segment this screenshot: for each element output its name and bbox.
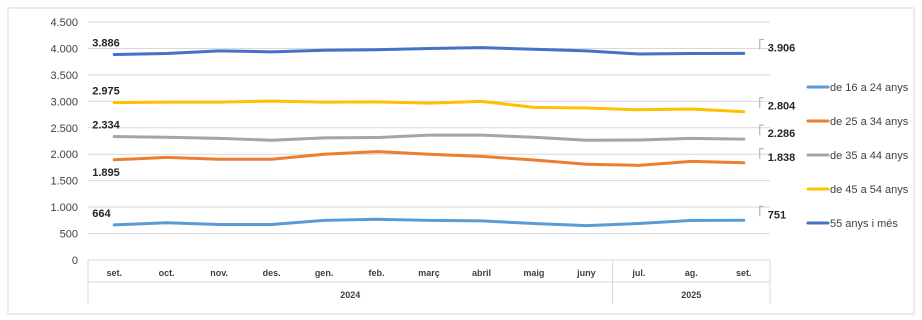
y-tick-label: 2.500 [50,123,78,135]
y-tick-label: 4.000 [50,43,78,55]
legend-label: de 35 a 44 anys [830,150,909,162]
chart-frame [7,7,915,315]
x-tick-label: oct. [159,268,175,278]
data-label-leader [759,148,764,159]
data-label-last: 751 [768,209,786,221]
data-label-last: 3.906 [768,42,796,54]
legend-label: 55 anys i més [830,218,898,230]
x-tick-label: ag. [685,268,698,278]
legend-label: de 45 a 54 anys [830,184,909,196]
series-line [112,99,746,114]
y-tick-label: 500 [60,229,78,241]
data-label-first: 3.886 [92,37,120,49]
data-label-first: 2.334 [92,120,120,132]
data-label-first: 664 [92,208,111,220]
x-tick-label: maig [523,268,544,278]
year-group-label: 2025 [681,290,701,300]
y-tick-label: 0 [72,255,78,267]
data-label-leader [759,97,764,108]
data-label-leader [759,124,764,136]
x-tick-label: abril [472,268,491,278]
year-group-label: 2024 [340,290,360,300]
data-label-last: 2.804 [768,101,796,113]
data-label-leader [759,205,764,217]
x-tick-label: nov. [210,268,228,278]
x-tick-label: març [418,268,440,278]
x-tick-label: set. [106,268,122,278]
series-line [112,133,746,142]
y-tick-label: 3.000 [50,96,78,108]
legend-label: de 25 a 34 anys [830,116,909,128]
y-tick-label: 4.500 [50,17,78,29]
x-tick-label: gen. [315,268,334,278]
x-tick-label: set. [736,268,752,278]
y-tick-label: 1.500 [50,176,78,188]
series-line [112,150,746,167]
series-line [112,217,746,228]
data-label-leader [759,38,764,50]
x-tick-label: jul. [631,268,645,278]
y-tick-label: 1.000 [50,202,78,214]
series-line [112,46,746,56]
x-tick-label: des. [263,268,281,278]
x-tick-label: juny [576,268,596,278]
data-label-last: 2.286 [768,128,796,140]
data-label-first: 1.895 [92,167,120,179]
data-label-first: 2.975 [92,86,120,98]
y-tick-label: 3.500 [50,70,78,82]
data-label-last: 1.838 [768,152,796,164]
legend-label: de 16 a 24 anys [830,82,909,94]
y-tick-label: 2.000 [50,149,78,161]
x-tick-label: feb. [369,268,385,278]
